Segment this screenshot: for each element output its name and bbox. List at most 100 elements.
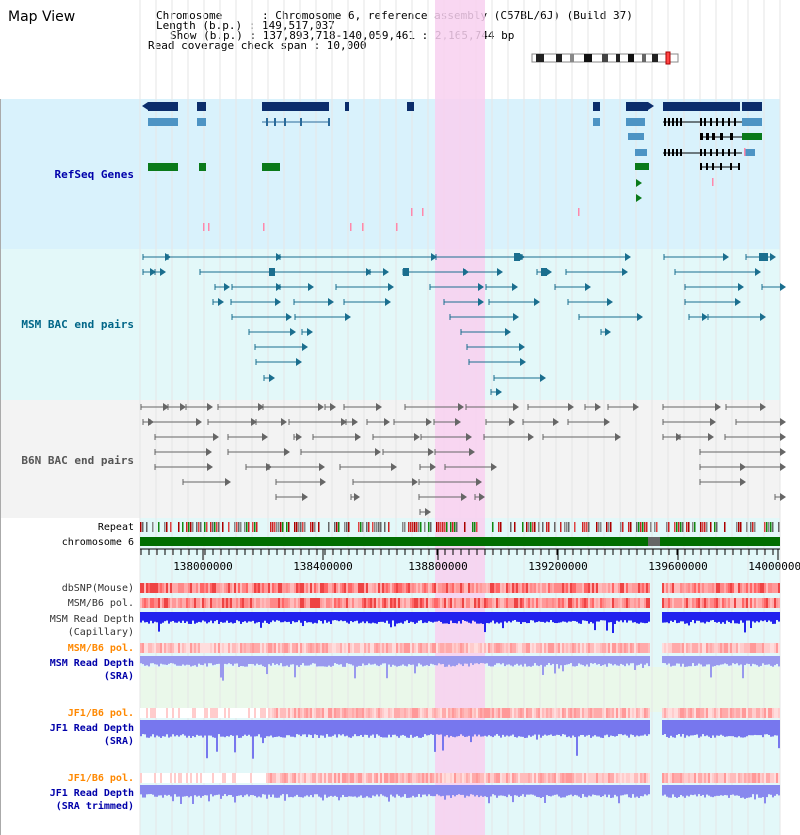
depth-bar <box>502 720 504 735</box>
heat-cell <box>328 598 330 608</box>
heat-cell <box>646 583 648 593</box>
heat-cell <box>264 598 266 608</box>
heat-cell <box>220 708 222 718</box>
heat-cell <box>578 708 580 718</box>
heat-cell <box>734 708 736 718</box>
depth-bar <box>194 612 196 624</box>
depth-bar <box>398 785 400 796</box>
heat-cell <box>386 598 388 608</box>
heat-cell <box>188 583 190 593</box>
heat-cell <box>748 583 750 593</box>
depth-bar <box>424 656 426 666</box>
heat-cell <box>736 643 738 653</box>
depth-bar <box>220 720 222 737</box>
depth-bar <box>532 720 534 736</box>
msm-bac-features[interactable] <box>142 253 786 396</box>
depth-bar <box>346 612 348 623</box>
heat-cell <box>778 773 780 783</box>
heat-cell <box>558 583 560 593</box>
heat-cell <box>626 643 628 653</box>
heat-cell <box>232 643 234 653</box>
depth-bar <box>388 612 390 624</box>
depth-bar <box>500 612 502 623</box>
heat-cell <box>478 583 480 593</box>
heat-cell <box>572 583 574 593</box>
heat-cell <box>382 773 384 783</box>
heat-cell <box>702 643 704 653</box>
depth-bar <box>294 656 296 678</box>
heat-cell <box>338 643 340 653</box>
heat-cell <box>242 583 244 593</box>
heat-cell <box>416 643 418 653</box>
depth-bar <box>484 720 486 736</box>
heat-cell <box>310 583 312 593</box>
depth-bar <box>356 785 358 798</box>
depth-bar <box>712 785 714 798</box>
heat-cell <box>724 643 726 653</box>
depth-bar <box>288 656 290 667</box>
repeat-mark <box>646 522 648 532</box>
refseq-features[interactable] <box>142 102 762 231</box>
heat-cell <box>708 773 710 783</box>
heat-cell <box>376 583 378 593</box>
heat-cell <box>542 773 544 783</box>
depth-bar <box>720 785 722 796</box>
depth-bar <box>460 656 462 665</box>
depth-bar <box>672 785 674 795</box>
heat-cell <box>712 583 714 593</box>
heat-cell <box>290 643 292 653</box>
heat-cell <box>450 643 452 653</box>
depth-bar <box>288 720 290 736</box>
depth-bar <box>246 656 248 667</box>
heat-cell <box>448 583 450 593</box>
heat-cell <box>514 583 516 593</box>
heat-cell <box>514 708 516 718</box>
track-label-msm-bac[interactable]: MSM BAC end pairs <box>21 318 134 331</box>
heat-cell <box>750 583 752 593</box>
depth-bar <box>548 785 550 797</box>
chromosome-ideogram[interactable] <box>531 51 679 65</box>
heat-cell <box>272 643 274 653</box>
heat-cell <box>250 773 252 783</box>
depth-bar <box>494 612 496 624</box>
depth-bar <box>300 785 302 798</box>
depth-bar <box>554 612 556 624</box>
heat-cell <box>202 583 204 593</box>
repeat-mark <box>380 522 382 532</box>
depth-bar <box>146 612 148 623</box>
heat-cell <box>730 773 732 783</box>
depth-bar <box>188 785 190 798</box>
heat-cell <box>198 708 200 718</box>
heat-cell <box>526 643 528 653</box>
depth-bar <box>194 656 196 666</box>
heat-cell <box>176 598 178 608</box>
depth-bar <box>160 656 162 664</box>
depth-bar <box>560 656 562 666</box>
heat-cell <box>398 598 400 608</box>
heat-cell <box>596 583 598 593</box>
track-label-refseq[interactable]: RefSeq Genes <box>55 168 134 181</box>
repeat-mark <box>650 522 652 532</box>
heat-cell <box>674 708 676 718</box>
heat-cell <box>216 583 218 593</box>
heat-cell <box>496 708 498 718</box>
heat-cell <box>478 708 480 718</box>
depth-bar <box>744 656 746 666</box>
heat-cell <box>296 643 298 653</box>
heat-cell <box>572 598 574 608</box>
b6n-bac-features[interactable] <box>140 403 786 516</box>
depth-bar <box>268 612 270 624</box>
track-label-b6n-bac[interactable]: B6N BAC end pairs <box>21 454 134 467</box>
depth-bar <box>612 656 614 666</box>
bac-end-arrow <box>676 433 682 441</box>
heat-cell <box>712 708 714 718</box>
heat-cell <box>174 643 176 653</box>
heat-cell <box>260 583 262 593</box>
depth-bar <box>306 656 308 666</box>
gene-exon <box>284 118 286 126</box>
bac-end-arrow <box>505 328 511 336</box>
depth-bar <box>628 785 630 798</box>
heat-cell <box>636 598 638 608</box>
heat-cell <box>186 773 188 783</box>
